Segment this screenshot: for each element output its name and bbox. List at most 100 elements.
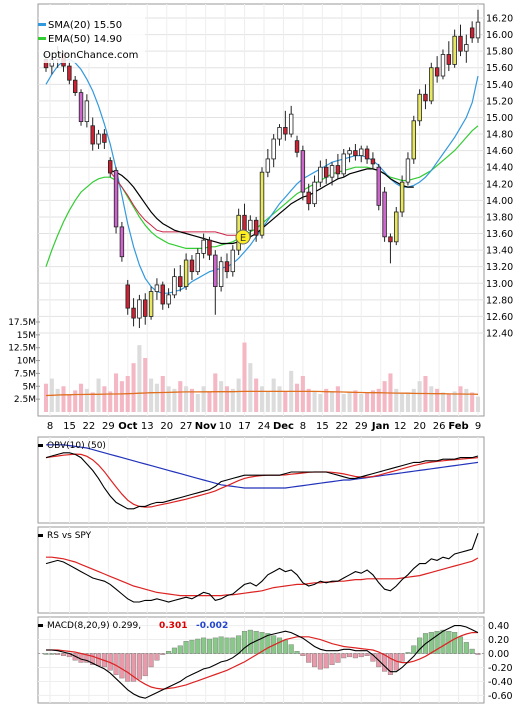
volume-bar — [230, 388, 235, 412]
volume-bar — [172, 388, 177, 412]
x-tick-label: 27 — [180, 421, 193, 432]
candle-body — [259, 171, 265, 236]
macd-tick-label: 0.40 — [488, 621, 509, 632]
macd-histogram-bar — [148, 653, 154, 668]
candle-body — [370, 158, 376, 165]
candle-body — [475, 21, 481, 39]
candle-body — [423, 93, 428, 102]
volume-bar — [411, 388, 416, 412]
macd-histogram-bar — [212, 637, 218, 654]
x-tick-label: 10 — [219, 421, 232, 432]
volume-bar — [277, 386, 282, 412]
candle-body — [265, 158, 271, 173]
price-tick-label: 13.60 — [486, 229, 513, 240]
candlesticks — [43, 9, 481, 329]
volume-bar — [324, 388, 329, 412]
volume-bar — [67, 394, 72, 412]
price-tick-label: 12.40 — [486, 329, 513, 340]
macd-histogram-bar — [265, 633, 271, 654]
candle-body — [341, 153, 346, 175]
volume-bar — [435, 388, 440, 412]
volume-bar — [306, 388, 311, 412]
volume-bar — [330, 391, 335, 412]
macd-histogram-bar — [463, 642, 469, 654]
rs-panel-frame — [37, 526, 485, 614]
volume-bar — [347, 392, 352, 412]
candle-body — [394, 211, 399, 243]
volume-bar — [405, 392, 410, 412]
volume-bar — [184, 386, 189, 412]
price-tick-label: 15.80 — [486, 47, 513, 58]
candle-body — [218, 261, 224, 287]
volume-bar — [335, 386, 340, 412]
volume-bar — [149, 378, 154, 412]
volume-bar — [114, 373, 119, 412]
volume-bar — [55, 388, 60, 412]
macd-histogram-bar — [382, 653, 388, 672]
candle-body — [306, 191, 311, 205]
macd-histogram-bar — [294, 651, 300, 654]
macd-hist-value: -0.002 — [196, 621, 228, 631]
macd-label: MACD(8,20,9) 0.299, 0.301 -0.002 — [38, 621, 228, 631]
macd-histogram-bar — [224, 637, 230, 654]
candle-body — [312, 181, 317, 205]
macd-histogram-bar — [55, 653, 61, 655]
volume-tick-label: 5M — [23, 382, 37, 392]
volume-tick-label: 17.5M — [8, 318, 36, 328]
rs-label: RS vs SPY — [38, 531, 92, 541]
macd-histogram-bar — [475, 653, 481, 655]
candle-body — [230, 249, 236, 273]
rs-ma-line — [46, 556, 479, 597]
macd-histogram-bar — [125, 653, 131, 682]
macd-histogram-bar — [49, 653, 55, 655]
volume-bar — [271, 378, 276, 412]
watermark: OptionChance.com — [43, 50, 138, 61]
candle-body — [300, 150, 306, 193]
volume-bar — [300, 376, 305, 412]
candle-body — [469, 27, 475, 39]
candle-body — [160, 284, 165, 305]
volume-bar — [73, 390, 78, 412]
price-tick-label: 14.80 — [486, 130, 513, 141]
candle-body — [405, 158, 411, 183]
sma-legend-swatch — [38, 23, 46, 26]
volume-bar — [359, 394, 364, 412]
macd-histogram-bar — [136, 653, 142, 680]
volume-bar — [312, 391, 317, 412]
volume-bar — [376, 388, 381, 412]
candle-body — [353, 150, 358, 157]
macd-histogram-bar — [405, 652, 411, 654]
x-tick-label: 29 — [355, 421, 368, 432]
candle-body — [434, 67, 440, 77]
volume-bar — [429, 386, 434, 412]
candle-body — [388, 236, 393, 243]
macd-histogram-bar — [189, 639, 195, 654]
candle-body — [458, 35, 463, 52]
macd-histogram-bar — [312, 653, 318, 668]
candle-body — [283, 127, 288, 135]
x-tick-label: 13 — [141, 421, 154, 432]
volume-bar — [417, 381, 422, 412]
x-tick-label: Jan — [371, 421, 390, 432]
macd-histogram-bar — [119, 653, 125, 679]
volume-bar — [382, 381, 387, 412]
volume-bar — [137, 345, 142, 412]
macd-histogram-bar — [218, 636, 224, 654]
x-tick-label: 12 — [394, 421, 407, 432]
candle-body — [172, 276, 177, 296]
volume-bar — [43, 383, 49, 412]
earnings-marker: E — [235, 229, 251, 245]
candle-body — [84, 100, 90, 123]
volume-bar — [254, 378, 259, 412]
volume-bar — [259, 386, 265, 412]
candle-body — [335, 165, 341, 175]
macd-histogram-bar — [206, 638, 212, 654]
macd-histogram-bar — [241, 630, 248, 654]
macd-histogram-bar — [399, 653, 405, 662]
macd-histogram-bar — [335, 653, 341, 663]
candle-body — [183, 259, 189, 287]
obv-signal-line — [46, 444, 479, 489]
volume-tick-label: 7.5M — [14, 369, 36, 379]
macd-tick-label: -0.20 — [488, 663, 513, 674]
candle-body — [195, 253, 200, 273]
